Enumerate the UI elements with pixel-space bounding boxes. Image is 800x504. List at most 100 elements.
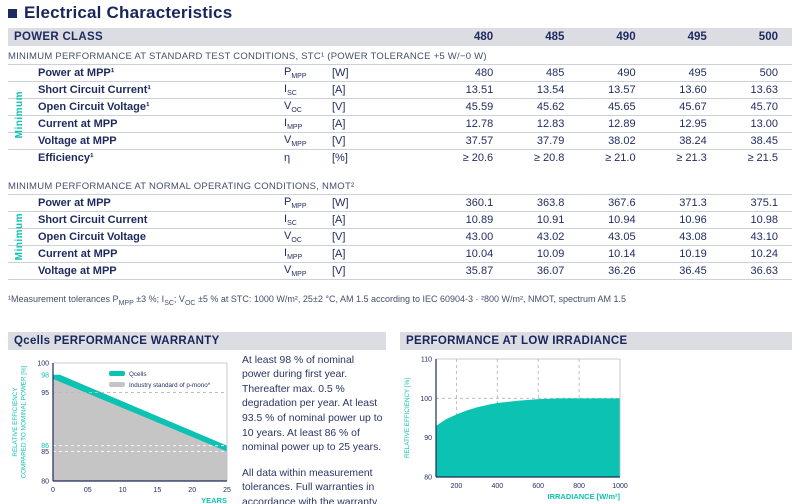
row-unit: [V]	[332, 135, 346, 147]
table-row: Short Circuit Current¹ ISC [A] 13.51 13.54 13…	[8, 81, 792, 98]
row-unit: [%]	[332, 152, 348, 164]
svg-text:15: 15	[154, 487, 162, 494]
row-value: 10.04	[465, 248, 494, 260]
row-unit: [V]	[332, 265, 346, 277]
svg-text:80: 80	[41, 478, 49, 485]
table-row: Efficiency¹ η [%] ≥ 20.6 ≥ 20.8 ≥ 21.0 ≥ 21.3 ≥…	[8, 149, 792, 166]
svg-text:400: 400	[491, 483, 503, 490]
row-value: 13.63	[750, 84, 778, 96]
table-row: Open Circuit Voltage VOC [V] 43.00 43.02 43.0…	[8, 228, 792, 245]
row-value: 43.02	[536, 231, 565, 243]
footnote: ¹Measurement tolerances PMPP ±3 %; ISC; …	[8, 294, 627, 307]
tick-labels: 110 100 90 80 200 400 600 800 1000	[420, 356, 628, 490]
row-value: 500	[759, 67, 778, 79]
svg-text:100: 100	[420, 396, 432, 403]
row-value: 495	[688, 67, 707, 79]
row-label: Power at MPP	[38, 197, 111, 209]
row-unit: [W]	[332, 67, 349, 79]
row-value: 36.45	[679, 265, 707, 277]
row-symbol: VOC	[284, 99, 302, 115]
svg-text:98: 98	[41, 372, 49, 379]
row-symbol: η	[284, 152, 291, 164]
power-class-value: 500	[758, 31, 778, 43]
row-value: 10.89	[465, 214, 494, 226]
row-value: ≥ 21.0	[605, 152, 636, 164]
row-symbol: VMPP	[284, 133, 307, 149]
svg-text:0: 0	[51, 487, 55, 494]
low-irradiance-chart-svg: 110 100 90 80 200 400 600 800 1000 IRRADIANCE [W/…	[404, 356, 628, 501]
row-value: 371.3	[679, 197, 707, 209]
row-symbol: ISC	[284, 212, 297, 228]
area-Industry standard of p-mono*	[53, 378, 227, 481]
row-label: Voltage at MPP	[38, 265, 117, 277]
power-class-value: 490	[616, 31, 636, 43]
row-label: Open Circuit Voltage¹	[38, 101, 150, 113]
row-value: 13.51	[465, 84, 494, 96]
row-symbol: IMPP	[284, 246, 303, 262]
row-label: Current at MPP	[38, 248, 118, 260]
row-value: 367.6	[608, 197, 636, 209]
title-row: Electrical Characteristics	[8, 3, 792, 23]
row-value: 35.87	[465, 265, 494, 277]
row-symbol: PMPP	[284, 195, 307, 211]
table-row: Open Circuit Voltage¹ VOC [V] 45.59 45.62 45.…	[8, 98, 792, 115]
warranty-paragraph: At least 98 % of nominal power during fi…	[242, 354, 383, 454]
axes	[435, 358, 621, 478]
row-value: 45.67	[679, 101, 707, 113]
legend: Qcells Industry standard of p-mono*	[109, 370, 211, 389]
axes	[52, 362, 228, 482]
row-unit: [W]	[332, 197, 349, 209]
row-value: 12.78	[465, 118, 494, 130]
svg-text:80: 80	[424, 474, 432, 481]
series-areas	[436, 398, 620, 477]
row-value: 10.19	[679, 248, 707, 260]
stc-subtitle: MINIMUM PERFORMANCE AT STANDARD TEST CON…	[8, 51, 487, 62]
row-value: ≥ 21.3	[676, 152, 707, 164]
nmot-table: Power at MPP PMPP [W] 360.1 363.8 367.6 371.3 3…	[8, 194, 792, 280]
row-unit: [A]	[332, 118, 346, 130]
row-value: 10.94	[608, 214, 636, 226]
table-row: Power at MPP PMPP [W] 360.1 363.8 367.6 371.3 3…	[8, 194, 792, 211]
table-row: Voltage at MPP VMPP [V] 37.57 37.79 38.02 38.2…	[8, 132, 792, 149]
row-value: 12.83	[536, 118, 565, 130]
power-class-value: 480	[474, 31, 494, 43]
row-unit: [V]	[332, 231, 346, 243]
low-irradiance-column: PERFORMANCE AT LOW IRRADIANCE 110 100 90 80…	[400, 331, 792, 504]
table-row: Current at MPP IMPP [A] 12.78 12.83 12.89 12.9…	[8, 115, 792, 132]
row-value: 490	[617, 67, 636, 79]
row-value: 36.26	[608, 265, 636, 277]
row-value: 36.07	[536, 265, 565, 277]
row-value: 13.54	[536, 84, 565, 96]
area-relative-efficiency	[436, 398, 620, 477]
row-label: Current at MPP	[38, 118, 118, 130]
row-value: 37.79	[536, 135, 565, 147]
y-axis-label: RELATIVE EFFICIENCY COMPARED TO NOMINAL P…	[12, 365, 28, 478]
svg-text:05: 05	[84, 487, 92, 494]
svg-text:90: 90	[424, 435, 432, 442]
minimum-side-label: Minimum	[14, 91, 25, 139]
row-symbol: IMPP	[284, 116, 303, 132]
svg-text:110: 110	[421, 356, 432, 363]
svg-text:600: 600	[532, 483, 544, 490]
svg-text:Industry standard of p-mono*: Industry standard of p-mono*	[129, 382, 211, 389]
row-value: 10.24	[750, 248, 778, 260]
warranty-text: At least 98 % of nominal power during fi…	[242, 354, 384, 504]
nmot-subtitle: MINIMUM PERFORMANCE AT NORMAL OPERATING …	[8, 181, 355, 192]
row-value: 363.8	[536, 197, 565, 209]
row-label: Power at MPP¹	[38, 67, 115, 79]
row-value: 45.62	[536, 101, 565, 113]
row-value: 43.00	[465, 231, 494, 243]
row-value: 360.1	[465, 197, 494, 209]
row-unit: [V]	[332, 101, 346, 113]
x-axis-label: YEARS	[201, 496, 227, 504]
row-label: Efficiency¹	[38, 152, 94, 164]
power-class-header: POWER CLASS 480 485 490 495 500	[8, 28, 792, 46]
y-axis-label: RELATIVE EFFICIENCY [%]	[404, 378, 411, 458]
row-value: 10.14	[608, 248, 636, 260]
row-value: ≥ 21.5	[747, 152, 778, 164]
warranty-paragraph: All data within measurement tolerances. …	[242, 467, 378, 504]
svg-text:25: 25	[223, 487, 231, 494]
power-class-label: POWER CLASS	[14, 31, 103, 43]
square-bullet-icon	[8, 8, 17, 18]
